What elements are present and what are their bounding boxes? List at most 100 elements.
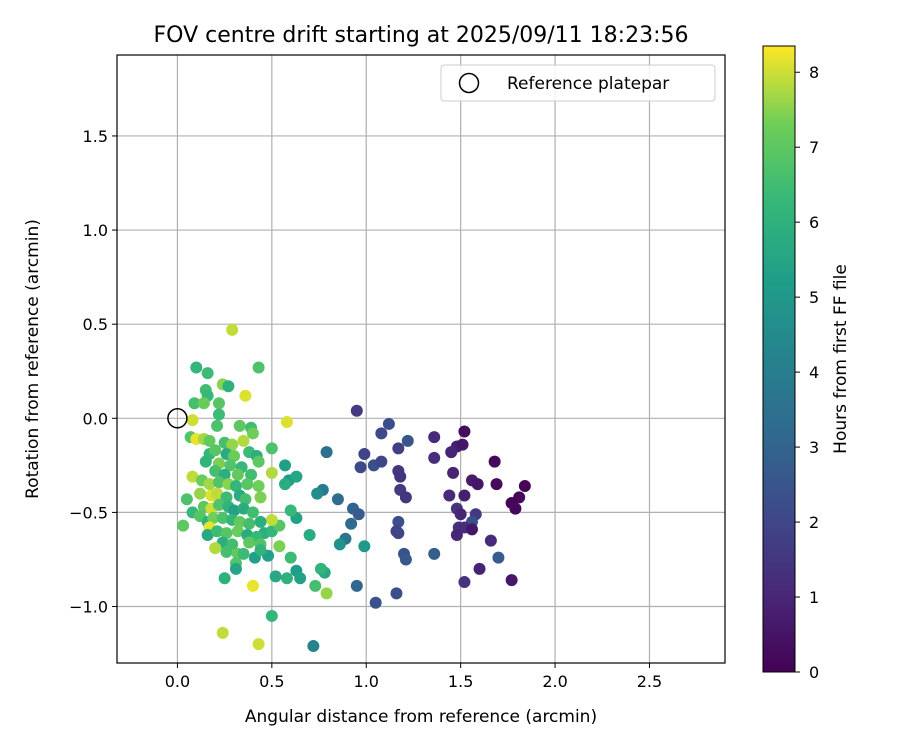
chart-title: FOV centre drift starting at 2025/09/11 … [154,23,689,48]
data-point [180,493,193,506]
data-point [254,491,267,504]
data-point [392,515,405,528]
colorbar-tick-label: 2 [809,513,819,532]
data-point [350,579,363,592]
x-tick-label: 1.5 [448,672,473,691]
data-point [290,470,303,483]
colorbar-tick-label: 1 [809,588,819,607]
data-point [211,419,224,432]
data-point [186,414,199,427]
x-tick-label: 1.0 [354,672,379,691]
data-point [218,572,231,585]
legend-label: Reference platepar [507,74,669,94]
data-point [224,459,237,472]
data-point [428,451,441,464]
data-point [443,489,456,502]
data-point [220,527,233,540]
data-point [212,397,225,410]
data-point [233,419,246,432]
data-point [209,542,222,555]
data-point [209,444,222,457]
data-point [233,515,246,528]
data-point [311,487,324,500]
grid-lines [117,55,725,663]
data-point [280,572,293,585]
data-point [375,427,388,440]
data-point [456,438,469,451]
data-point [447,466,460,479]
data-point [216,626,229,639]
data-point [333,538,346,551]
colorbar-tick-label: 6 [809,213,819,232]
colorbar-tick-label: 7 [809,138,819,157]
data-point [399,491,412,504]
data-point [229,480,242,493]
data-point [188,397,201,410]
data-point [394,470,407,483]
data-point [518,480,531,493]
data-point [254,515,267,528]
data-point [309,579,322,592]
data-point [203,478,216,491]
legend-marker-icon [458,72,480,94]
data-point [228,449,241,462]
data-point [369,596,382,609]
colorbar-tick-label: 4 [809,363,819,382]
data-point [239,493,252,506]
data-point [505,574,518,587]
data-point [375,455,388,468]
data-point [237,547,250,560]
data-point [465,523,478,536]
data-point [194,487,207,500]
data-point [186,470,199,483]
data-point [458,425,471,438]
data-point [445,446,458,459]
data-point [265,442,278,455]
x-axis-label: Angular distance from reference (arcmin) [245,707,597,727]
data-point [320,446,333,459]
data-point [358,540,371,553]
data-point [294,572,307,585]
colorbar-tick-label: 8 [809,63,819,82]
data-point [392,527,405,540]
data-points [177,323,531,653]
data-point [265,466,278,479]
data-point [303,529,316,541]
reference-point-marker [167,408,188,429]
data-point [203,434,216,447]
data-point [488,455,501,468]
y-tick-label: −1.0 [69,598,108,617]
data-point [490,478,503,491]
data-point [473,562,486,575]
data-point [229,562,242,575]
colorbar-tick-label: 0 [809,663,819,682]
colorbar-ticks: 0 1 2 3 4 5 6 7 8 [795,63,819,682]
data-point [231,468,244,481]
colorbar-tick-label: 3 [809,438,819,457]
y-tick-label: −0.5 [69,503,108,522]
data-point [212,498,225,511]
data-point [390,587,403,600]
colorbar-label: Hours from first FF file [831,264,851,454]
data-point [197,397,210,410]
y-tick-label: 0.0 [83,409,108,428]
data-point [201,367,214,380]
data-point [212,408,225,421]
data-point [428,431,441,444]
data-point [252,361,265,374]
data-point [314,562,327,575]
x-tick-label: 2.0 [542,672,567,691]
data-point [201,529,214,541]
data-point [243,536,256,549]
data-point [243,517,256,530]
data-point [392,442,405,455]
x-tick-label: 0.0 [165,672,190,691]
data-point [254,544,267,557]
x-tick-label: 0.5 [259,672,284,691]
data-point [484,534,497,547]
data-point [320,587,333,600]
y-ticks: −1.0 −0.5 0.0 0.5 1.0 1.5 [69,127,117,617]
data-point [252,480,265,493]
data-point [226,438,239,451]
